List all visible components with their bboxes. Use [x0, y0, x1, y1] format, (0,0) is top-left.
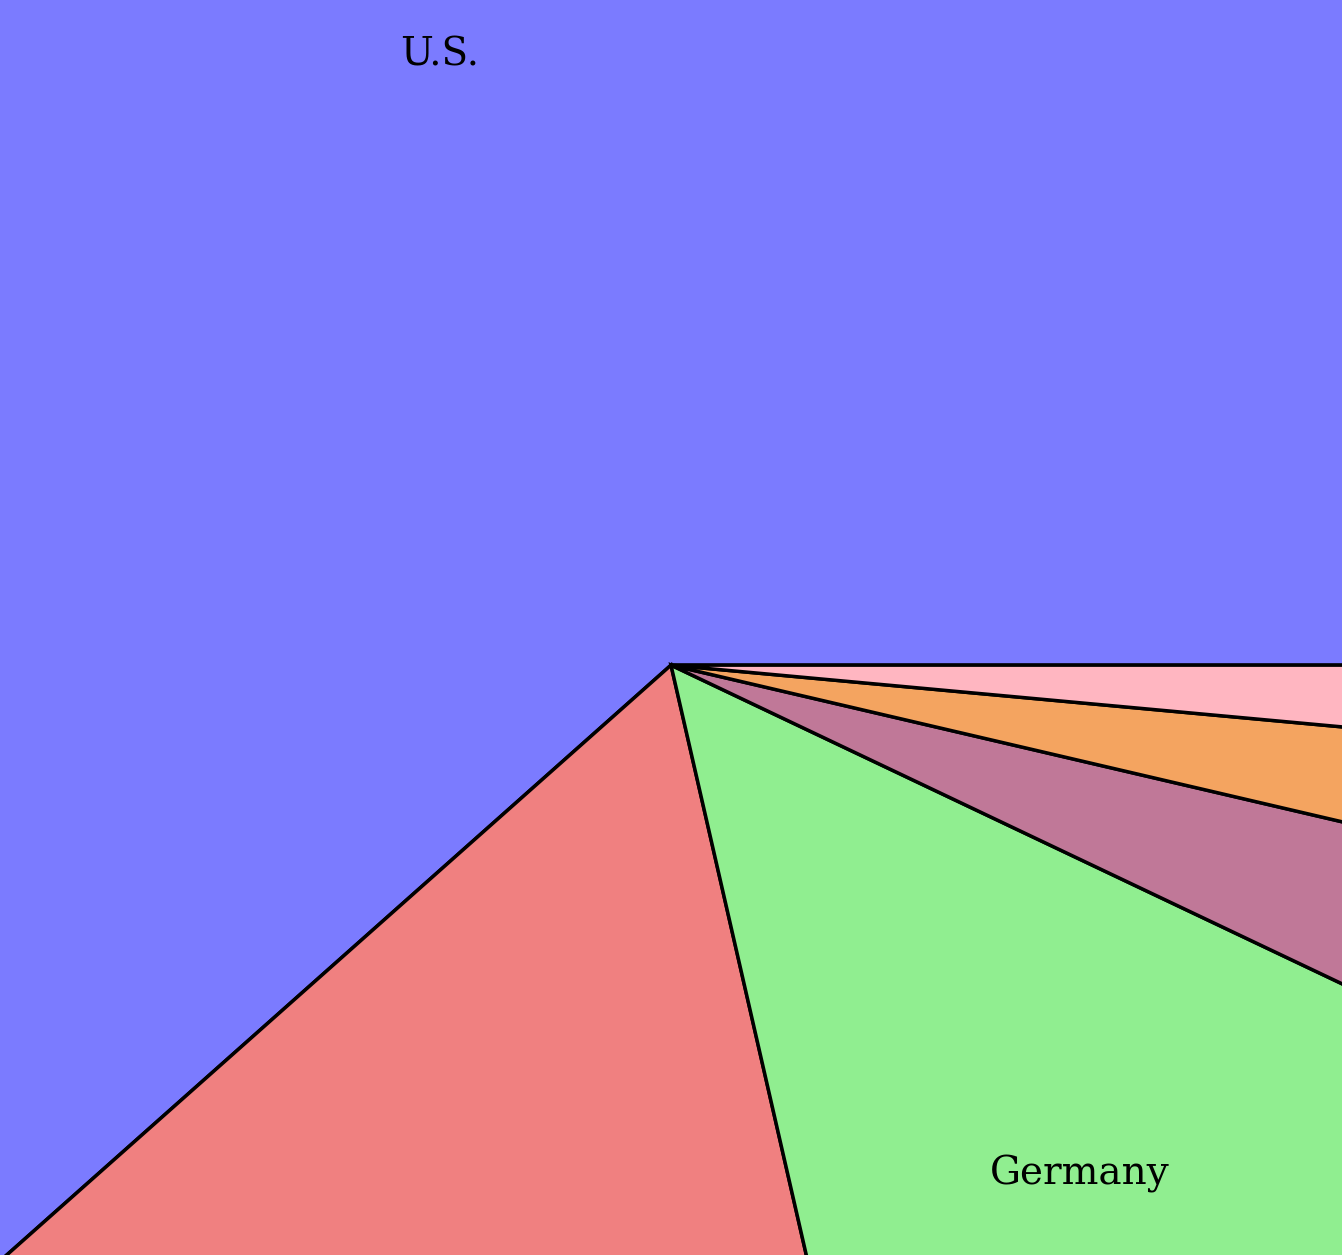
- Wedge shape: [0, 665, 918, 1255]
- Wedge shape: [671, 665, 1342, 916]
- Text: Germany: Germany: [989, 1155, 1169, 1194]
- Wedge shape: [671, 665, 1342, 1255]
- Text: U.S.: U.S.: [400, 36, 479, 74]
- Wedge shape: [671, 665, 1342, 767]
- Wedge shape: [671, 665, 1342, 1138]
